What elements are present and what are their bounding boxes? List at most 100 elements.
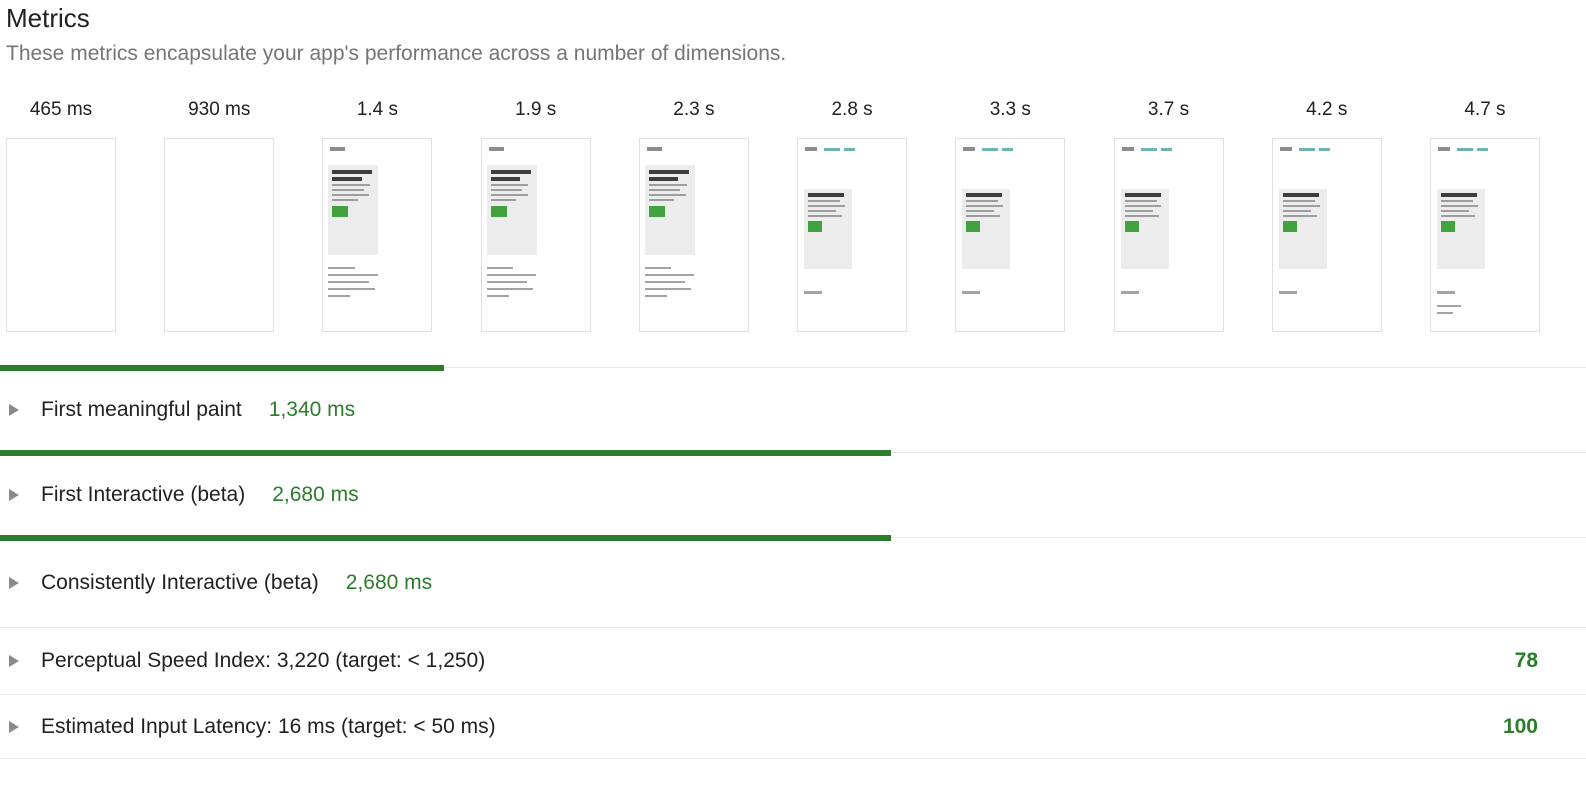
- thumbnail-loaded-render: [1431, 139, 1539, 331]
- thumb-link-dash: [1140, 148, 1157, 151]
- thumb-link-dash: [1318, 148, 1330, 151]
- thumb-text-line: [646, 147, 662, 151]
- frame-thumbnail: [638, 138, 749, 332]
- thumb-green-button: [490, 206, 507, 217]
- frame-thumbnail: [955, 138, 1066, 332]
- frame-thumbnail: [322, 138, 433, 332]
- metric-label: Perceptual Speed Index: 3,220 (target: <…: [41, 649, 486, 672]
- thumb-body-text: [486, 267, 545, 302]
- expand-triangle-icon[interactable]: [9, 720, 19, 733]
- metric-row-perceptual-speed-index[interactable]: Perceptual Speed Index: 3,220 (target: <…: [0, 627, 1586, 694]
- thumb-gray-panel: [1436, 189, 1485, 269]
- thumb-link-dash: [1476, 148, 1488, 151]
- frame-timestamp: 2.8 s: [831, 99, 873, 120]
- metric-label: Consistently Interactive (beta): [41, 570, 319, 594]
- frame-thumbnail: [797, 138, 908, 332]
- metric-row-consistently-interactive[interactable]: Consistently Interactive (beta) 2,680 ms: [0, 535, 1586, 627]
- thumb-gray-panel: [1278, 189, 1327, 269]
- frame-timestamp: 2.3 s: [673, 99, 715, 120]
- filmstrip-frame: 2.8 s: [796, 99, 908, 332]
- thumb-green-button: [648, 206, 665, 217]
- thumbnail-loaded-render: [1273, 139, 1381, 331]
- frame-timestamp: 3.3 s: [989, 99, 1031, 120]
- thumb-link-dash: [1298, 148, 1315, 151]
- thumb-text-line: [330, 147, 346, 151]
- thumb-footer-text: [1278, 291, 1297, 294]
- thumb-green-button: [1440, 221, 1455, 232]
- filmstrip-frame: 3.7 s: [1113, 99, 1225, 332]
- thumb-extra-text: [1436, 305, 1477, 319]
- frame-thumbnail: [1113, 138, 1224, 332]
- frame-timestamp: 4.7 s: [1464, 99, 1506, 120]
- frame-timestamp: 1.4 s: [356, 99, 399, 120]
- thumb-link-dash: [824, 148, 841, 151]
- thumbnail-partial-render: [482, 139, 590, 331]
- metric-timeline-bar: [0, 450, 892, 456]
- expand-triangle-icon[interactable]: [9, 655, 19, 667]
- thumb-link-dash: [1002, 148, 1014, 151]
- frame-timestamp: 4.2 s: [1306, 99, 1348, 120]
- thumb-body-text: [644, 267, 703, 302]
- filmstrip: 465 ms: [0, 99, 1586, 332]
- filmstrip-frame: 4.7 s: [1429, 99, 1541, 332]
- thumb-gray-panel: [962, 189, 1011, 269]
- thumb-green-button: [966, 221, 981, 232]
- expand-triangle-icon[interactable]: [9, 404, 19, 416]
- thumb-gray-panel: [328, 165, 379, 255]
- thumb-text-line: [1121, 147, 1134, 151]
- thumb-footer-text: [1120, 291, 1139, 294]
- thumb-text-line: [1279, 147, 1292, 151]
- thumb-gray-panel: [804, 189, 853, 269]
- frame-thumbnail: [1429, 138, 1540, 332]
- thumb-gray-panel: [486, 165, 537, 255]
- thumb-green-button: [808, 221, 823, 232]
- filmstrip-frame: 1.4 s: [321, 99, 433, 332]
- metric-row-first-interactive[interactable]: First Interactive (beta) 2,680 ms: [0, 450, 1586, 537]
- thumbnail-partial-render: [323, 139, 431, 331]
- thumb-text-line: [488, 147, 504, 151]
- filmstrip-frame: 930 ms: [163, 99, 275, 332]
- thumb-link-dash: [844, 148, 856, 151]
- thumb-green-button: [1124, 221, 1139, 232]
- metric-label: First meaningful paint: [41, 398, 242, 421]
- metric-value: 2,680 ms: [272, 483, 359, 506]
- thumb-green-button: [332, 206, 349, 217]
- thumb-link-dash: [1160, 148, 1172, 151]
- metric-row-estimated-input-latency[interactable]: Estimated Input Latency: 16 ms (target: …: [0, 694, 1586, 759]
- thumb-text-line: [963, 147, 976, 151]
- page-title: Metrics: [6, 3, 90, 33]
- thumbnail-loaded-render: [1115, 139, 1223, 331]
- thumb-body-text: [328, 267, 386, 302]
- thumb-gray-panel: [1120, 189, 1169, 269]
- metric-timeline-bar: [0, 365, 445, 371]
- page-subtitle: These metrics encapsulate your app's per…: [6, 42, 787, 65]
- frame-timestamp: 930 ms: [188, 99, 251, 120]
- thumb-link-dash: [982, 148, 999, 151]
- thumb-gray-panel: [644, 165, 695, 255]
- metric-timeline-bar: [0, 535, 892, 541]
- thumb-link-dash: [1456, 148, 1473, 151]
- frame-timestamp: 465 ms: [29, 99, 93, 120]
- metric-label: First Interactive (beta): [41, 483, 246, 506]
- filmstrip-frame: 465 ms: [5, 99, 117, 332]
- frame-thumbnail: [1271, 138, 1382, 332]
- metric-row-first-meaningful-paint[interactable]: First meaningful paint 1,340 ms: [0, 365, 1586, 452]
- expand-triangle-icon[interactable]: [9, 489, 19, 501]
- thumb-footer-text: [1436, 291, 1455, 294]
- filmstrip-frame: 2.3 s: [638, 99, 750, 332]
- frame-timestamp: 1.9 s: [515, 99, 557, 120]
- metric-value: 1,340 ms: [268, 398, 356, 421]
- filmstrip-frame: 3.3 s: [954, 99, 1066, 332]
- metric-value: 2,680 ms: [345, 570, 433, 594]
- thumb-footer-text: [804, 291, 823, 294]
- thumbnail-loaded-render: [956, 139, 1064, 331]
- metrics-list: First meaningful paint 1,340 ms First In…: [0, 365, 1586, 759]
- expand-triangle-icon[interactable]: [9, 576, 19, 589]
- frame-thumbnail: [6, 138, 116, 332]
- frame-timestamp: 3.7 s: [1147, 99, 1190, 120]
- metrics-header: Metrics These metrics encapsulate your a…: [0, 0, 1586, 67]
- thumbnail-loaded-render: [798, 139, 906, 331]
- thumb-text-line: [1437, 147, 1450, 151]
- metric-score: 78: [1514, 649, 1538, 672]
- thumb-text-line: [805, 147, 818, 151]
